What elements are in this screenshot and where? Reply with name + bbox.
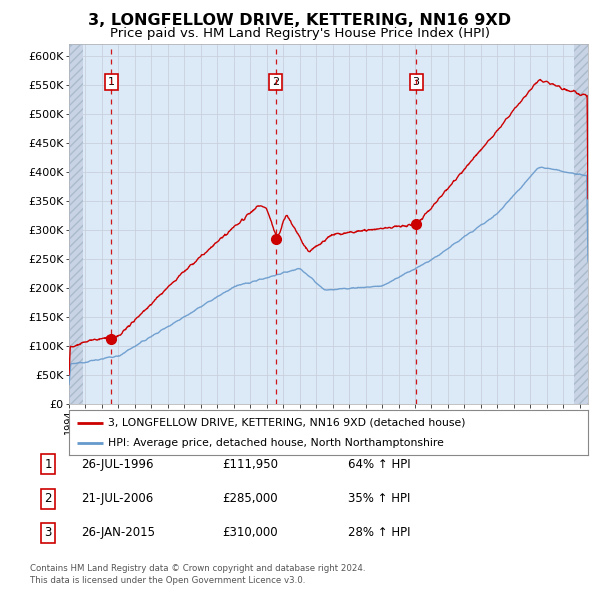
Text: 3, LONGFELLOW DRIVE, KETTERING, NN16 9XD: 3, LONGFELLOW DRIVE, KETTERING, NN16 9XD <box>88 13 512 28</box>
Text: Contains HM Land Registry data © Crown copyright and database right 2024.: Contains HM Land Registry data © Crown c… <box>30 565 365 573</box>
Text: 21-JUL-2006: 21-JUL-2006 <box>81 492 153 505</box>
Text: HPI: Average price, detached house, North Northamptonshire: HPI: Average price, detached house, Nort… <box>108 438 444 448</box>
Bar <box>574 44 588 404</box>
Text: 1: 1 <box>44 458 52 471</box>
Text: 26-JAN-2015: 26-JAN-2015 <box>81 526 155 539</box>
Text: 2: 2 <box>44 492 52 505</box>
Text: 1: 1 <box>108 77 115 87</box>
Bar <box>69 44 83 404</box>
Bar <box>69 44 83 404</box>
Text: 28% ↑ HPI: 28% ↑ HPI <box>348 526 410 539</box>
Text: 35% ↑ HPI: 35% ↑ HPI <box>348 492 410 505</box>
Text: Price paid vs. HM Land Registry's House Price Index (HPI): Price paid vs. HM Land Registry's House … <box>110 27 490 40</box>
Text: £285,000: £285,000 <box>222 492 278 505</box>
Text: £310,000: £310,000 <box>222 526 278 539</box>
Text: This data is licensed under the Open Government Licence v3.0.: This data is licensed under the Open Gov… <box>30 576 305 585</box>
Text: 3: 3 <box>413 77 419 87</box>
Text: £111,950: £111,950 <box>222 458 278 471</box>
Bar <box>574 44 588 404</box>
Text: 3: 3 <box>44 526 52 539</box>
Text: 3, LONGFELLOW DRIVE, KETTERING, NN16 9XD (detached house): 3, LONGFELLOW DRIVE, KETTERING, NN16 9XD… <box>108 418 466 428</box>
Text: 2: 2 <box>272 77 280 87</box>
Text: 26-JUL-1996: 26-JUL-1996 <box>81 458 154 471</box>
Text: 64% ↑ HPI: 64% ↑ HPI <box>348 458 410 471</box>
